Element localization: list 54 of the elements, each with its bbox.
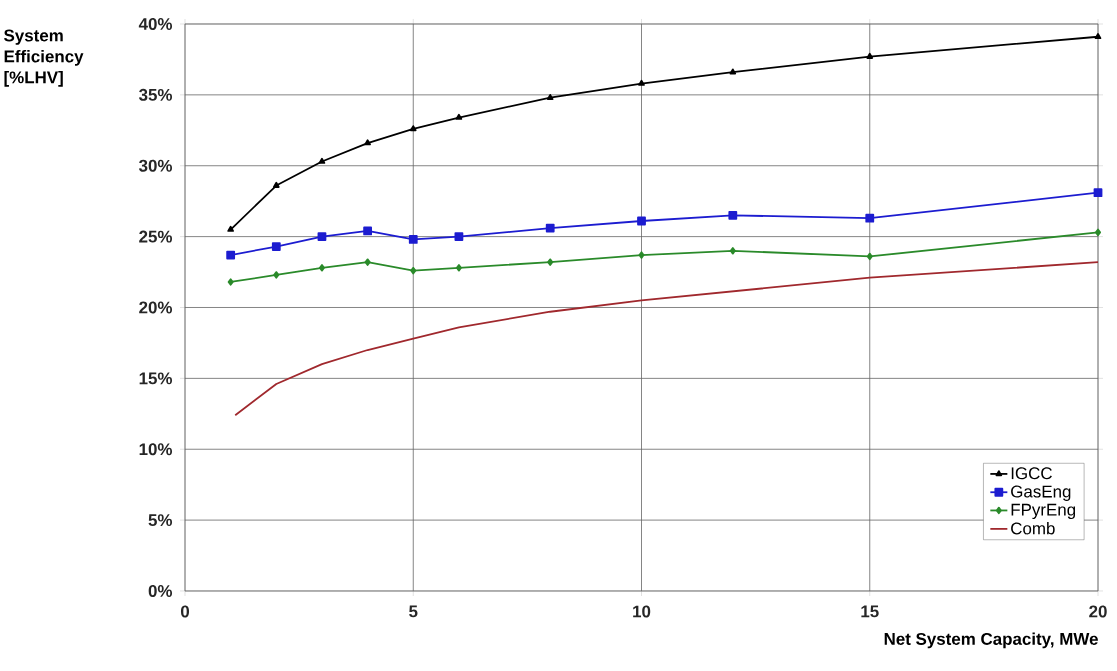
y-tick-label: 40% <box>138 17 173 30</box>
point <box>866 52 874 59</box>
point <box>1095 228 1102 237</box>
point <box>273 271 280 279</box>
point <box>1094 33 1102 40</box>
point <box>865 213 875 223</box>
point <box>545 223 555 233</box>
x-tick-label: 20 <box>1089 605 1107 618</box>
y-tick-label: 5% <box>148 514 173 527</box>
legend-label: Comb <box>1011 522 1055 535</box>
point <box>409 125 417 132</box>
point <box>410 266 417 275</box>
point <box>547 258 554 266</box>
point <box>272 181 280 188</box>
point <box>729 68 737 75</box>
point <box>454 232 464 242</box>
point <box>455 264 462 272</box>
point <box>318 264 325 272</box>
point <box>364 139 371 146</box>
y-tick-label: 35% <box>138 88 173 101</box>
point <box>455 113 463 120</box>
line-series <box>234 261 1099 417</box>
point <box>318 157 326 164</box>
point <box>364 258 371 266</box>
point <box>728 210 738 220</box>
x-tick-label: 15 <box>861 605 879 618</box>
y-tick-label: 0% <box>148 584 173 597</box>
point <box>227 225 234 232</box>
point <box>638 79 645 86</box>
x-tick-label: 5 <box>409 605 418 618</box>
point <box>729 247 736 255</box>
legend-label: GasEng <box>1011 485 1071 501</box>
legend-label: FPyrEng <box>1011 503 1076 520</box>
point <box>227 278 234 286</box>
point <box>866 252 873 261</box>
point <box>317 232 327 242</box>
point <box>408 235 418 244</box>
legend-label: IGCC <box>1011 467 1052 480</box>
x-tick-label: 0 <box>180 605 190 618</box>
x-tick-label: 10 <box>633 605 651 618</box>
y-tick-label: 10% <box>139 443 173 456</box>
point <box>363 226 373 236</box>
point <box>226 250 236 260</box>
y-tick-label: 15% <box>139 372 173 385</box>
point <box>638 251 645 259</box>
point <box>546 94 554 100</box>
x-axis-title: Net System Capacity, MWe <box>884 632 1098 649</box>
point <box>637 216 646 226</box>
y-tick-label: 30% <box>138 159 173 172</box>
y-axis-title: System Efficiency [%LHV] <box>4 29 84 87</box>
y-tick-label: 25% <box>139 230 173 243</box>
point <box>1093 188 1103 198</box>
point <box>271 242 281 251</box>
y-tick-label: 20% <box>139 301 173 314</box>
